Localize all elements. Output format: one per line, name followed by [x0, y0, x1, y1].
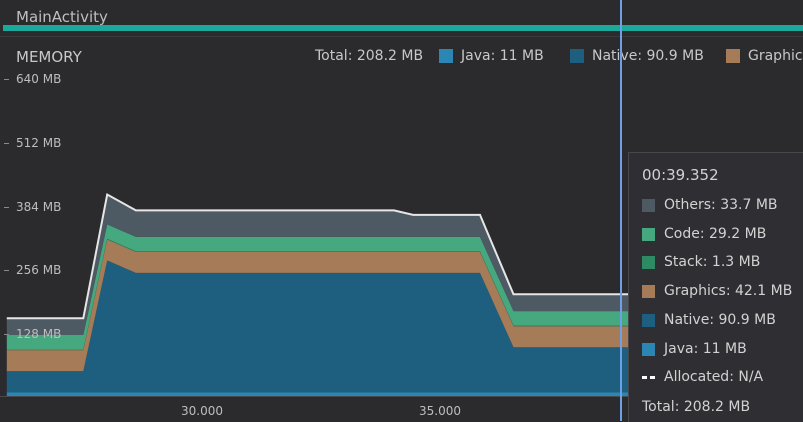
graphics-swatch-icon — [726, 49, 740, 63]
activity-bar[interactable] — [3, 25, 803, 31]
area-native — [6, 260, 646, 393]
y-label-128: 128 MB — [16, 327, 62, 341]
legend-java: Java: 11 MB — [439, 48, 544, 64]
y-tick-128 — [4, 334, 9, 335]
others-swatch-icon — [642, 198, 655, 212]
activity-label: MainActivity — [16, 8, 108, 26]
tooltip-code: Code: 29.2 MB — [664, 226, 767, 242]
y-label-640: 640 MB — [16, 72, 62, 86]
tooltip-others: Others: 33.7 MB — [664, 197, 778, 213]
tooltip-row-others: Others: 33.7 MB — [642, 197, 778, 213]
tooltip-row-stack: Stack: 1.3 MB — [642, 254, 760, 270]
tooltip-row-java: Java: 11 MB — [642, 341, 747, 357]
tooltip-allocated: Allocated: N/A — [664, 369, 764, 385]
graphics-tooltip-swatch-icon — [642, 284, 655, 298]
tooltip-row-allocated: Allocated: N/A — [642, 369, 763, 385]
total-line — [6, 192, 645, 320]
separator — [0, 36, 803, 37]
native-swatch-icon — [570, 49, 584, 63]
stack-swatch-icon — [642, 255, 655, 269]
allocated-dash-icon — [642, 375, 656, 379]
java-swatch-icon — [439, 49, 453, 63]
time-cursor[interactable] — [620, 0, 622, 421]
memory-title: MEMORY — [16, 48, 82, 66]
tooltip-row-native: Native: 90.9 MB — [642, 312, 776, 328]
y-label-384: 384 MB — [16, 200, 62, 214]
memory-tooltip: 00:39.352 Others: 33.7 MB Code: 29.2 MB … — [628, 152, 803, 422]
y-tick-384 — [4, 207, 9, 208]
tooltip-time: 00:39.352 — [642, 166, 719, 184]
y-tick-256 — [4, 270, 9, 271]
tooltip-native: Native: 90.9 MB — [664, 312, 776, 328]
legend-native: Native: 90.9 MB — [570, 48, 704, 64]
tooltip-graphics: Graphics: 42.1 MB — [664, 283, 793, 299]
tooltip-row-graphics: Graphics: 42.1 MB — [642, 283, 792, 299]
y-tick-640 — [4, 79, 9, 80]
area-code — [6, 224, 646, 350]
tooltip-total: Total: 208.2 MB — [642, 399, 751, 415]
legend-graphics-label: Graphic — [748, 48, 803, 64]
y-label-256: 256 MB — [16, 263, 62, 277]
native-tooltip-swatch-icon — [642, 313, 655, 327]
tooltip-stack: Stack: 1.3 MB — [664, 254, 761, 270]
x-label-35: 35.000 — [419, 404, 461, 418]
area-graphics — [6, 239, 646, 372]
x-label-30: 30.000 — [181, 404, 223, 418]
tooltip-java: Java: 11 MB — [664, 341, 747, 357]
legend-native-label: Native: 90.9 MB — [592, 48, 704, 64]
legend-java-label: Java: 11 MB — [461, 48, 544, 64]
legend-total: Total: 208.2 MB — [315, 48, 424, 64]
y-label-512: 512 MB — [16, 136, 62, 150]
y-tick-512 — [4, 143, 9, 144]
legend-graphics: Graphic — [726, 48, 803, 64]
code-swatch-icon — [642, 227, 655, 241]
tooltip-row-code: Code: 29.2 MB — [642, 226, 766, 242]
java-tooltip-swatch-icon — [642, 342, 655, 356]
